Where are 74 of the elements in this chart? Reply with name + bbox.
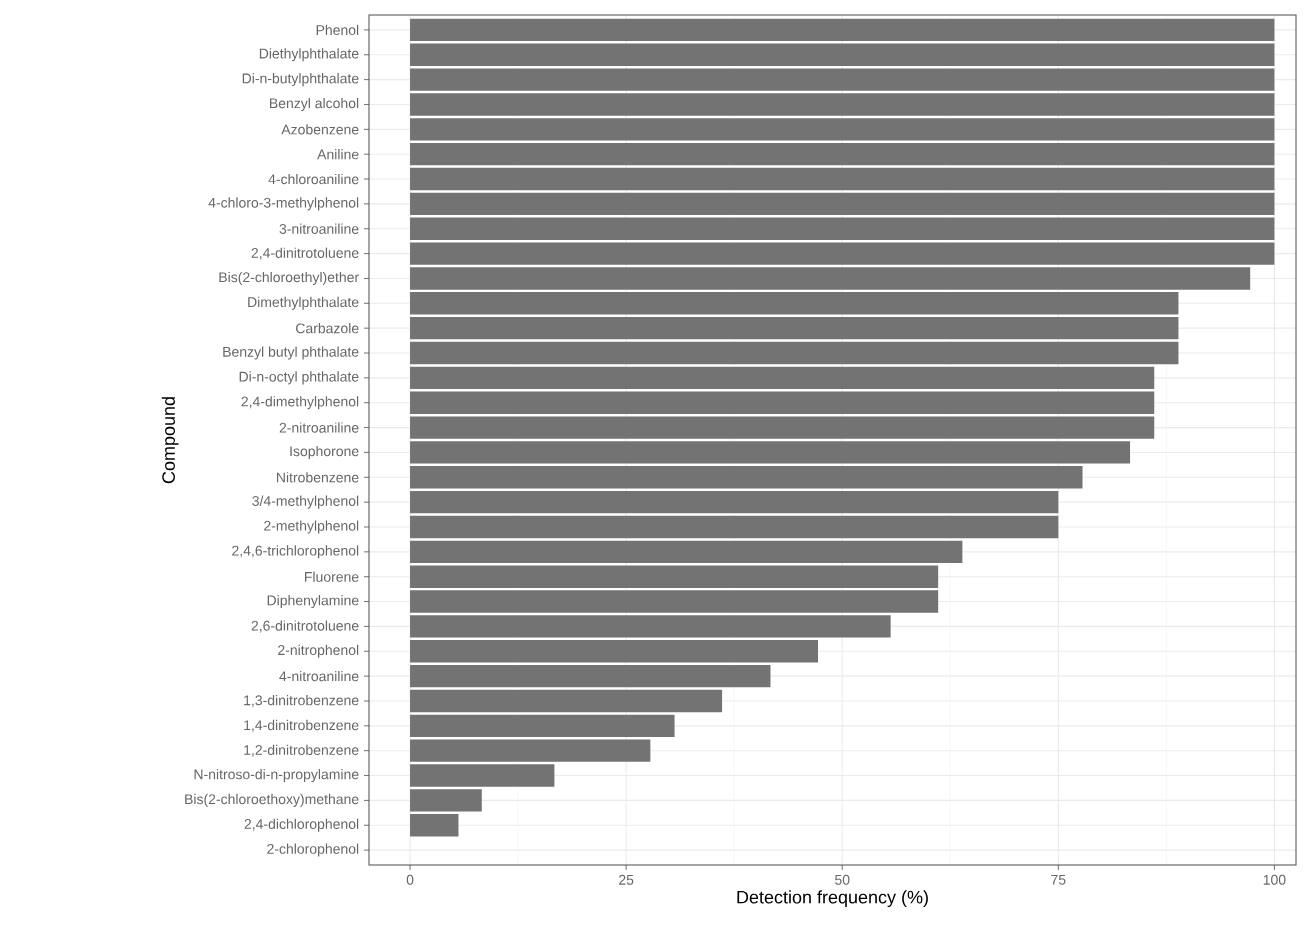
y-tick-label: 4-chloro-3-methylphenol (208, 197, 359, 211)
bar (410, 143, 1275, 166)
bar (410, 789, 482, 812)
bar (410, 739, 651, 762)
x-tick-label: 75 (1051, 874, 1066, 885)
bar (410, 292, 1179, 315)
bar (410, 764, 555, 787)
bar (410, 192, 1275, 216)
x-tick-label: 25 (619, 874, 634, 885)
bar (410, 814, 459, 837)
y-tick-label: 1,4-dinitrobenzene (244, 719, 359, 732)
bar (410, 341, 1179, 365)
y-tick-label: 2-chlorophenol (267, 843, 359, 857)
bar (410, 167, 1275, 191)
bar (410, 615, 891, 638)
y-tick-label: 2,4-dichlorophenol (244, 818, 359, 832)
y-tick-label: 2,6-dinitrotoluene (251, 620, 359, 633)
bar (410, 664, 771, 688)
y-tick-label: 2-nitroaniline (279, 422, 359, 433)
y-tick-label: Isophorone (290, 445, 359, 459)
bar (410, 640, 819, 663)
y-tick-label: Phenol (316, 24, 359, 36)
y-tick-label: 3/4-methylphenol (252, 495, 359, 509)
y-tick-label: Benzyl butyl phthalate (223, 346, 359, 360)
y-tick-label: Di-n-octyl phthalate (239, 371, 359, 385)
y-axis-title: Compound (161, 397, 179, 484)
bar (410, 366, 1155, 390)
bar (410, 540, 963, 564)
y-tick-label: Diethylphthalate (259, 48, 359, 62)
bar (410, 93, 1275, 116)
bar (410, 267, 1251, 290)
bar (410, 689, 723, 713)
bar (410, 466, 1083, 489)
bar (410, 118, 1275, 141)
y-tick-label: 1,3-dinitrobenzene (244, 695, 359, 707)
y-tick-label: 3-nitroaniline (279, 223, 359, 234)
y-tick-label: Diphenylamine (267, 595, 359, 609)
y-tick-label: Carbazole (296, 323, 359, 334)
y-tick-label: Dimethylphthalate (248, 296, 359, 310)
bar (410, 714, 675, 738)
x-tick-label: 0 (406, 874, 414, 885)
bar (410, 590, 939, 613)
y-tick-label: Bis(2-chloroethoxy)methane (185, 793, 359, 807)
y-tick-label: 2-methylphenol (264, 520, 359, 534)
y-tick-label: 2,4,6-trichlorophenol (232, 545, 359, 559)
bar (410, 416, 1155, 439)
bar (410, 490, 1059, 514)
bar (410, 217, 1275, 240)
y-tick-label: Aniline (317, 149, 359, 160)
y-tick-label: 4-nitroaniline (279, 670, 359, 682)
y-tick-label: Azobenzene (281, 124, 359, 135)
y-tick-label: 2-nitrophenol (278, 644, 359, 658)
y-tick-label: Bis(2-chloroethyl)ether (219, 271, 359, 285)
bar (410, 68, 1275, 91)
bar (410, 515, 1059, 539)
y-tick-label: 2,4-dinitrotoluene (251, 247, 359, 260)
bar (410, 441, 1131, 464)
x-tick-label: 50 (835, 874, 850, 885)
y-tick-label: Di-n-butylphthalate (242, 73, 359, 87)
bar (410, 18, 1275, 42)
x-tick-label: 100 (1263, 874, 1286, 885)
y-tick-label: Benzyl alcohol (270, 97, 359, 111)
bar (410, 43, 1275, 66)
bar (410, 565, 939, 588)
bar (410, 242, 1275, 265)
bar (410, 391, 1155, 414)
y-tick-label: Fluorene (305, 571, 359, 582)
y-tick-label: N-nitroso-di-n-propylamine (194, 769, 359, 783)
x-axis-title: Detection frequency (%) (737, 890, 928, 908)
bar (410, 316, 1179, 340)
y-tick-label: 1,2-dinitrobenzene (244, 744, 359, 757)
y-tick-label: 4-chloroaniline (268, 173, 359, 185)
y-tick-label: 2,4-dimethylphenol (241, 396, 359, 410)
y-tick-label: Nitrobenzene (277, 472, 359, 483)
